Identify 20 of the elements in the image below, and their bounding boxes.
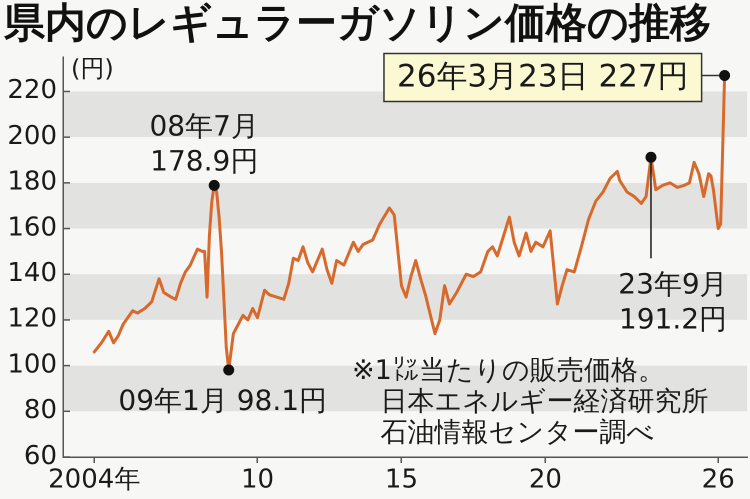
y-tick-label: 180 bbox=[7, 166, 57, 197]
annotation: 26年3月23日 227円 bbox=[396, 58, 689, 95]
y-tick-label: 80 bbox=[24, 395, 57, 426]
x-tick-label: 20 bbox=[528, 464, 562, 494]
chart-title: 県内のレギュラーガソリン価格の推移 bbox=[3, 0, 711, 46]
annotation: 日本エネルギー経済研究所石油情報センター調べ bbox=[380, 386, 709, 448]
x-tick-label: 10 bbox=[240, 464, 274, 494]
annotation: 23年9月 191.2円 bbox=[618, 267, 728, 336]
x-tick-label: 26 bbox=[702, 464, 735, 494]
y-tick-label: 140 bbox=[7, 258, 57, 288]
y-tick-label: 220 bbox=[7, 75, 57, 106]
x-tick-label: 15 bbox=[384, 464, 418, 494]
y-tick-label: 100 bbox=[7, 349, 57, 380]
annotation: ※1㍑当たりの販売価格。 bbox=[352, 355, 665, 386]
y-axis-title: (円) bbox=[71, 54, 114, 82]
annotation: 08年7月 178.9円 bbox=[149, 109, 259, 178]
annotation: 09年1月 98.1円 bbox=[118, 384, 328, 417]
y-tick-label: 200 bbox=[7, 120, 57, 151]
y-tick-label: 160 bbox=[7, 212, 57, 242]
y-tick-label: 120 bbox=[7, 304, 57, 334]
